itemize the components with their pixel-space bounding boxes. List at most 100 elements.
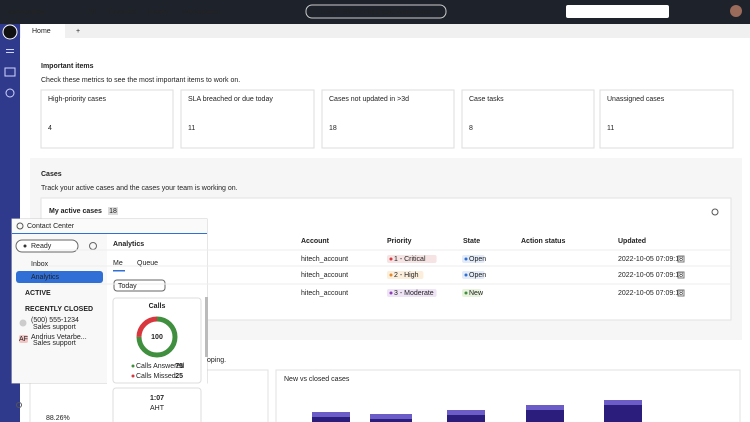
- count: 18: [109, 208, 117, 215]
- tree-icon[interactable]: [4, 67, 16, 77]
- bar-top: [370, 414, 412, 419]
- legend-label: Calls Answered: [136, 363, 184, 370]
- contact-sub: Sales support: [33, 340, 76, 347]
- tab[interactable]: [21, 24, 65, 38]
- account-link[interactable]: hitech_account: [301, 256, 348, 263]
- analytics-title: Analytics: [113, 241, 144, 248]
- nav-item[interactable]: Analytics: [31, 274, 60, 281]
- text-fragment: oping.: [207, 357, 226, 364]
- updated: 2022-10-05 07:09:18: [618, 256, 683, 263]
- status: Ready: [31, 243, 52, 250]
- nav-selected[interactable]: [16, 271, 103, 283]
- column-header: Account: [301, 238, 330, 245]
- state: Open: [469, 272, 486, 279]
- contact-avatar: [19, 335, 28, 343]
- home-icon[interactable]: [2, 24, 18, 40]
- column-header: State: [463, 238, 480, 245]
- metric-card[interactable]: [180, 89, 315, 149]
- bar: [604, 400, 642, 422]
- priority-dot: [389, 291, 393, 295]
- aht-value: 1:07: [150, 395, 164, 402]
- cc-header: [12, 219, 207, 234]
- aht-card: [112, 387, 202, 422]
- workspace-pill[interactable]: [305, 4, 447, 19]
- metric-card[interactable]: [461, 89, 595, 149]
- state: New: [469, 290, 484, 297]
- bar-top: [604, 400, 642, 405]
- metric-label: High-priority cases: [48, 96, 106, 103]
- nav-item[interactable]: Inbox: [31, 261, 49, 268]
- cc-icon: [16, 222, 24, 230]
- nav-item[interactable]: All: [88, 9, 96, 16]
- donut-segment: [136, 316, 178, 358]
- metric-value: 11: [607, 125, 614, 132]
- contact-name[interactable]: Andrius Vetarbe...: [31, 334, 87, 341]
- column-header: Updated: [618, 238, 646, 245]
- workspace-name[interactable]: CSM/FSM Configurable Workspace: [321, 9, 432, 16]
- tab[interactable]: Me: [113, 260, 123, 267]
- legend-value: 75: [175, 363, 183, 370]
- row-action[interactable]: [677, 289, 685, 297]
- legend-value: 25: [175, 373, 183, 380]
- nav-item[interactable]: Workspaces: [182, 9, 221, 16]
- state-dot: [464, 257, 468, 261]
- nav-item[interactable]: Favorites: [108, 9, 137, 16]
- contact-sub: Sales support: [33, 324, 76, 331]
- metric-label: SLA breached or due today: [188, 96, 273, 103]
- column-header: Priority: [387, 238, 412, 245]
- contact-name[interactable]: (500) 555-1234: [31, 317, 79, 324]
- state-dot: [464, 291, 468, 295]
- metric-value: 88.26%: [46, 415, 70, 422]
- search[interactable]: [566, 5, 669, 18]
- priority-chip: [387, 255, 437, 263]
- refresh-icon[interactable]: [711, 208, 719, 216]
- row-action[interactable]: [677, 271, 685, 279]
- account-link[interactable]: hitech_account: [301, 272, 348, 279]
- donut-total: 100: [151, 334, 163, 341]
- settings-icon[interactable]: [16, 402, 22, 408]
- bar-top: [526, 405, 564, 410]
- list-title: My active cases: [49, 208, 102, 215]
- list-icon[interactable]: [6, 49, 14, 50]
- metric-value: 8: [469, 125, 473, 132]
- cc-accent: [12, 233, 207, 235]
- count-badge: [108, 207, 118, 215]
- list-icon[interactable]: [6, 52, 14, 53]
- group-label: RECENTLY CLOSED: [25, 306, 93, 313]
- state: Open: [469, 256, 486, 263]
- metric-value: 11: [188, 125, 195, 132]
- priority-dot: [389, 273, 393, 277]
- section-title: Cases: [41, 171, 62, 178]
- logo: servicenow: [8, 9, 47, 16]
- add-tab[interactable]: +: [76, 28, 80, 35]
- metric-label: Unassigned cases: [607, 96, 665, 103]
- metric-card[interactable]: [599, 89, 734, 149]
- row-action[interactable]: [677, 255, 685, 263]
- legend-dot: [131, 364, 135, 368]
- history-icon[interactable]: [5, 88, 15, 98]
- avatar[interactable]: [730, 5, 742, 17]
- bar-top: [312, 412, 350, 417]
- status-dot: [23, 244, 27, 248]
- tab[interactable]: Queue: [137, 260, 158, 267]
- nav-item[interactable]: History: [147, 9, 169, 16]
- tab-bar: [20, 24, 750, 38]
- tab-label[interactable]: Home: [32, 28, 51, 35]
- metric-value: 4: [48, 125, 52, 132]
- legend-label: Calls Missed: [136, 373, 176, 380]
- status-select[interactable]: [15, 239, 79, 253]
- filter-select[interactable]: [113, 279, 166, 292]
- priority: 2 - High: [394, 272, 419, 279]
- account-link[interactable]: hitech_account: [301, 290, 348, 297]
- initials: AF: [19, 336, 28, 343]
- legend-dot: [131, 374, 135, 378]
- state-chip: [462, 255, 485, 263]
- metric-card[interactable]: [40, 89, 174, 149]
- bar-top: [447, 410, 485, 415]
- scrollbar: [205, 297, 208, 357]
- metric-card[interactable]: [321, 89, 455, 149]
- cc-title: Contact Center: [27, 223, 75, 230]
- cc-nav: [12, 234, 107, 383]
- state-chip: [462, 271, 485, 279]
